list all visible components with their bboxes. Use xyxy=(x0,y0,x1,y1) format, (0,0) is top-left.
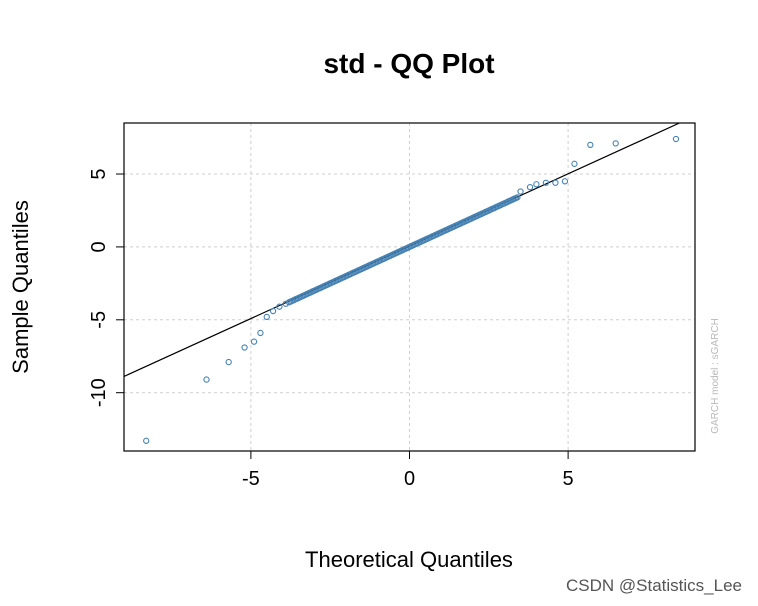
data-point xyxy=(225,358,232,366)
data-point xyxy=(269,307,277,315)
data-point xyxy=(612,140,619,147)
y-tick-label: 5 xyxy=(88,168,110,179)
data-point xyxy=(514,194,521,201)
data-point xyxy=(263,313,270,321)
data-point xyxy=(143,437,150,444)
data-point xyxy=(571,160,578,167)
grid xyxy=(124,123,695,451)
data-point xyxy=(203,376,210,383)
x-tick-label: 0 xyxy=(404,468,415,490)
y-tick-label: 0 xyxy=(88,241,110,252)
data-point xyxy=(517,188,524,195)
data-point xyxy=(542,179,550,186)
data-point xyxy=(672,135,680,143)
x-tick-label: 5 xyxy=(563,468,574,490)
data-point xyxy=(561,178,569,185)
x-tick-label: -5 xyxy=(242,468,260,490)
data-point xyxy=(257,329,264,337)
data-point xyxy=(276,303,283,310)
data-point xyxy=(250,338,258,345)
model-note: GARCH model : sGARCH xyxy=(710,318,721,434)
y-tick-label: -5 xyxy=(88,311,110,329)
data-points xyxy=(143,135,680,444)
data-point xyxy=(526,183,534,191)
watermark: CSDN @Statistics_Lee xyxy=(566,576,742,595)
data-point xyxy=(552,179,559,186)
y-axis: -10 -5 0 5 xyxy=(88,168,124,407)
y-axis-label: Sample Quantiles xyxy=(8,200,33,374)
data-point xyxy=(587,141,594,149)
data-point xyxy=(282,300,289,307)
data-point xyxy=(241,344,248,351)
x-axis-label: Theoretical Quantiles xyxy=(305,547,513,572)
y-tick-label: -10 xyxy=(88,378,110,407)
x-axis: -5 0 5 xyxy=(242,451,574,490)
chart-title: std - QQ Plot xyxy=(323,48,494,79)
data-point xyxy=(533,181,540,188)
